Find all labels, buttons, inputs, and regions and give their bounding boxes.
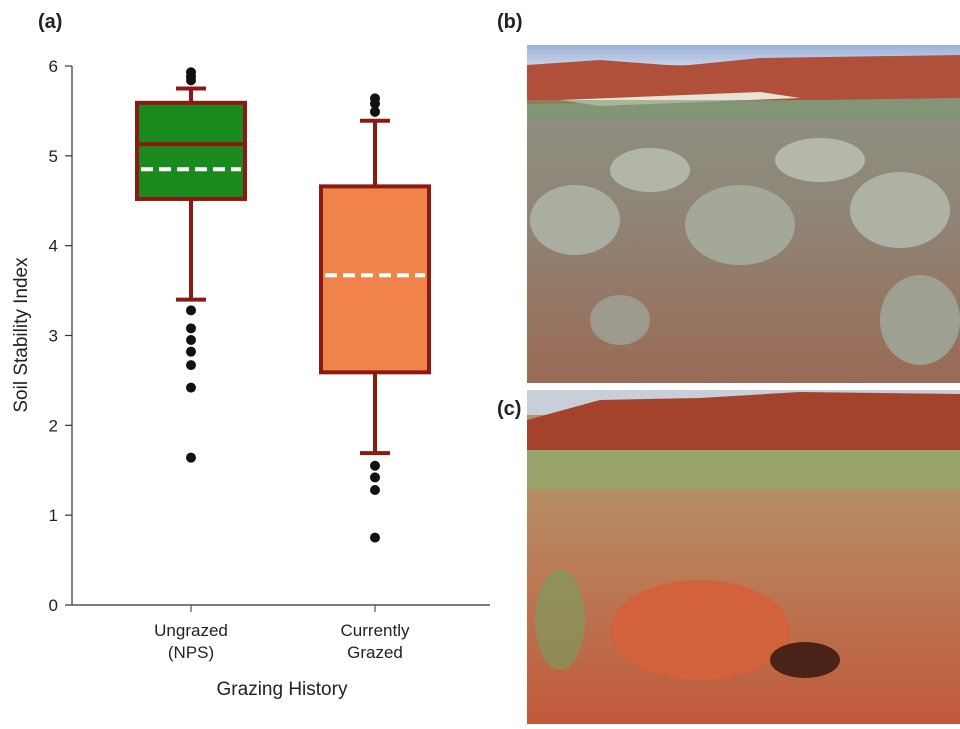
y-tick-label: 4: [49, 237, 58, 256]
outlier: [370, 485, 380, 495]
outlier: [370, 107, 380, 117]
outlier: [186, 305, 196, 315]
outlier: [186, 335, 196, 345]
y-tick-label: 0: [49, 596, 58, 615]
y-tick-label: 2: [49, 416, 58, 435]
outlier: [370, 461, 380, 471]
x-axis-label: Grazing History: [217, 679, 348, 700]
figure: (a) (b) (c) 0 1 2 3 4 5 6 Soil Stability Index Graz…: [0, 0, 960, 724]
box: [137, 103, 245, 199]
outlier: [370, 533, 380, 543]
outlier: [186, 347, 196, 357]
outlier: [186, 453, 196, 463]
panel-label: (a): [38, 11, 62, 33]
outlier: [186, 75, 196, 85]
photo-c: [527, 390, 960, 724]
box: [321, 186, 429, 372]
y-tick-label: 6: [49, 57, 58, 76]
outlier: [186, 360, 196, 370]
y-tick-label: 5: [49, 147, 58, 166]
outlier: [186, 323, 196, 333]
page: (a) (b) (c) 0 1 2 3 4 5 6 Soil Stability Index Graz…: [0, 0, 960, 729]
y-tick-label: 1: [49, 506, 58, 525]
x-tick-label: Ungrazed(NPS): [154, 621, 228, 662]
photo-b: [527, 45, 960, 383]
photo-label: (c): [497, 398, 521, 420]
outlier: [370, 472, 380, 482]
photo-label: (b): [497, 11, 523, 33]
outlier: [186, 383, 196, 393]
y-tick-label: 3: [49, 327, 58, 346]
y-axis-label: Soil Stability Index: [11, 257, 32, 413]
